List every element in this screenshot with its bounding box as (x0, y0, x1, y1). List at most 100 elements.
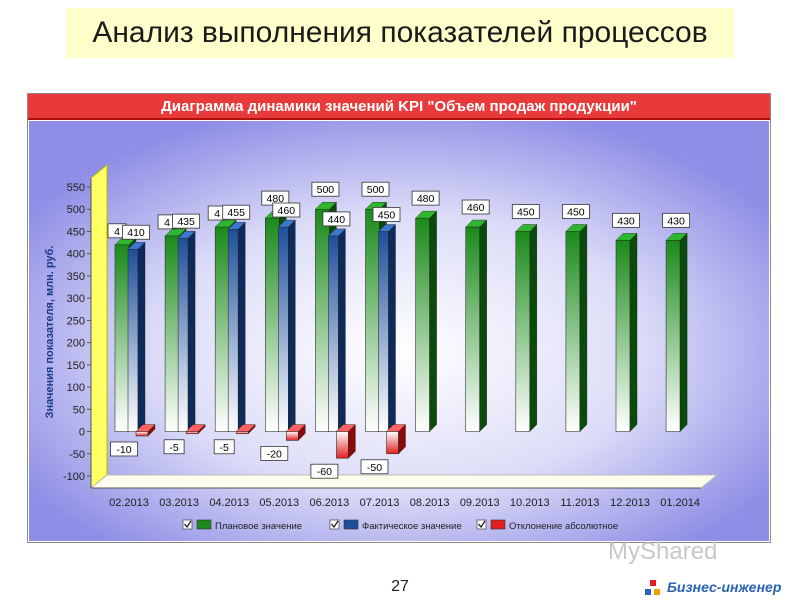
legend-label: Отклонение абсолютное (509, 521, 618, 532)
fact-value-label: 435 (172, 213, 201, 229)
plan-value-label-text: 4 (214, 208, 220, 220)
fact-value-label: 460 (272, 202, 301, 218)
x-tick-label: 05.2013 (259, 497, 299, 509)
plan-value-label-box (562, 204, 590, 219)
deviation-value-label: -5 (213, 439, 235, 455)
y-tick-label: -100 (63, 471, 85, 483)
fact-bar (127, 241, 146, 433)
deviation-bar (386, 424, 406, 455)
fact-bar-side (288, 219, 296, 433)
plan-bar-top (214, 219, 237, 228)
fact-bar-top (127, 242, 146, 250)
deviation-value-label: -10 (110, 441, 138, 457)
fact-bar (227, 221, 246, 433)
plan-bar-top (615, 233, 638, 241)
deviation-bar (235, 424, 256, 435)
deviation-value-label-text: -5 (220, 442, 229, 454)
fact-bar (177, 230, 196, 433)
plan-bar-top (465, 219, 488, 228)
y-tick-label: 50 (73, 404, 85, 416)
chart-title-bar: Диаграмма динамики значений KPI "Объем п… (28, 94, 770, 120)
y-tick-label: 100 (67, 382, 85, 394)
fact-value-label-text: 440 (328, 214, 346, 226)
fact-bar-top (378, 224, 396, 232)
fact-bar-side (237, 221, 246, 433)
plan-value-label-text: 4 (114, 226, 120, 238)
deviation-bar (335, 424, 356, 459)
fact-value-label: 410 (122, 224, 150, 240)
deviation-value-label-text: -60 (317, 466, 332, 478)
brand-logo-icon (645, 580, 660, 595)
deviation-bar (135, 424, 156, 437)
plan-bar-top (565, 224, 588, 232)
y-tick-label: 350 (67, 271, 85, 283)
plan-bar (565, 223, 588, 433)
deviation-bar-top (285, 424, 306, 432)
fact-bar-front (378, 231, 389, 432)
fact-bar-top (277, 219, 296, 228)
y-tick-label: 550 (67, 182, 85, 194)
plan-value-label-text: 480 (267, 193, 285, 205)
deviation-bar-front (185, 431, 199, 435)
legend-label: Плановое значение (215, 521, 302, 532)
plan-bar-front (214, 226, 230, 432)
plan-value-label-box (511, 204, 540, 219)
plan-bar-front (114, 244, 130, 432)
fact-bar-front (277, 226, 289, 432)
check-icon (331, 520, 339, 529)
deviation-value-label-box (110, 441, 138, 457)
fact-value-label-text: 450 (378, 209, 396, 221)
plan-bar (465, 219, 488, 433)
plan-bar-front (365, 208, 380, 432)
legend-checkbox (476, 519, 487, 530)
x-tick-label: 03.2013 (159, 497, 199, 509)
plan-value-label-box (461, 199, 490, 215)
fact-bar-top (327, 228, 346, 237)
deviation-value-label: -60 (310, 463, 339, 479)
plan-bar-top (314, 202, 337, 210)
fact-bar-front (328, 235, 339, 432)
fact-value-label-box (372, 207, 401, 222)
plot-background (29, 121, 769, 541)
plan-bar-side (529, 223, 537, 433)
page-number: 27 (391, 578, 409, 595)
fact-value-label-text: 435 (177, 216, 195, 228)
plan-bar-top (415, 210, 438, 219)
deviation-value-label-box (260, 446, 289, 461)
plan-value-label-box (361, 181, 390, 197)
plan-bar-side (679, 232, 688, 433)
deviation-bar-front (235, 431, 249, 435)
check-icon (478, 520, 486, 529)
fact-value-label-text: 460 (278, 205, 296, 217)
x-tick-label: 08.2013 (410, 497, 450, 509)
plan-value-label: 430 (662, 212, 690, 228)
deviation-bar-front (336, 431, 349, 459)
y-tick-label: 500 (67, 204, 85, 216)
plan-value-label: 450 (511, 204, 540, 219)
fact-value-label-box (322, 211, 351, 227)
fact-value-label-box (172, 213, 201, 229)
deviation-value-label-box (310, 463, 339, 479)
deviation-value-label-text: -10 (116, 444, 131, 456)
plan-bar-front (665, 240, 681, 432)
plan-value-label-text: 500 (317, 184, 335, 196)
deviation-bar-front (285, 431, 299, 441)
fact-value-label-text: 410 (127, 227, 145, 239)
plan-bar-side (429, 210, 437, 433)
y-tick-label: -50 (69, 449, 85, 461)
x-tick-label: 09.2013 (460, 497, 500, 509)
plan-value-label: 450 (562, 204, 590, 219)
deviation-bar-top (185, 424, 206, 432)
plan-bar (665, 232, 688, 433)
fact-value-label: 450 (372, 207, 401, 222)
y-tick-label: 200 (67, 338, 85, 350)
fact-bar-front (227, 228, 239, 432)
fact-value-label: 455 (222, 204, 251, 220)
deviation-bar-top (235, 424, 256, 432)
plan-value-label: 460 (461, 199, 490, 215)
fact-bar-top (227, 222, 246, 230)
y-tick-label: 450 (67, 226, 85, 238)
legend-checkbox (329, 519, 340, 530)
y-tick-label: 250 (67, 315, 85, 327)
plan-value-label-text: 480 (417, 193, 435, 205)
